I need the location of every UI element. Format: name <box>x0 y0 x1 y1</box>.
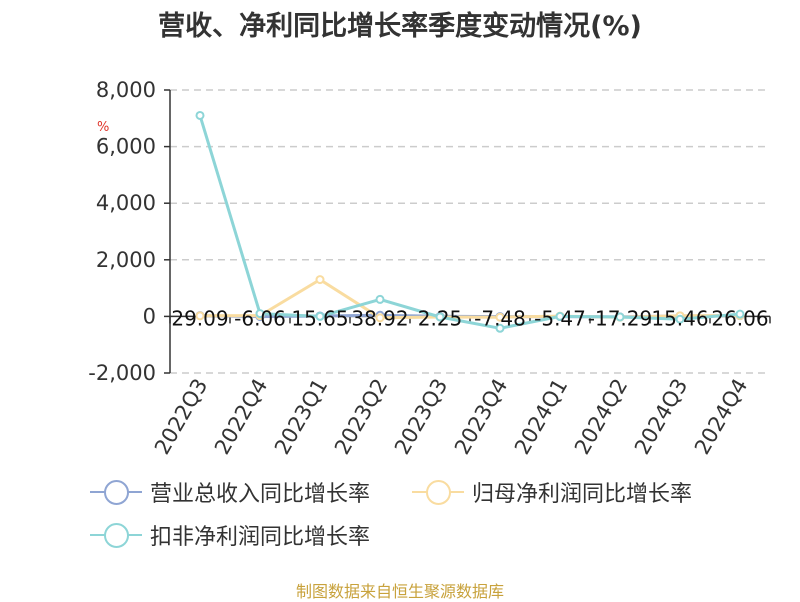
y-tick-label: 2,000 <box>96 248 156 272</box>
y-tick-label: 0 <box>143 304 156 328</box>
data-point <box>375 294 385 304</box>
series-line <box>199 278 741 320</box>
legend-circle <box>104 480 129 505</box>
data-point <box>315 311 325 321</box>
x-tick-label: 2024Q2 <box>570 375 632 459</box>
unit-label: % <box>97 120 110 135</box>
data-label: 38.92 <box>351 306 408 330</box>
data-label: -5.47 <box>534 306 586 330</box>
data-label: 29.09 <box>171 306 228 330</box>
data-label: -6.06 <box>234 306 286 330</box>
legend-symbol <box>90 477 142 507</box>
data-label: 15.46 <box>651 306 708 330</box>
legend-label: 营业总收入同比增长率 <box>150 482 371 507</box>
x-tick-label: 2023Q4 <box>450 375 512 459</box>
x-tick-label: 2023Q1 <box>270 375 332 459</box>
y-tick-label: 4,000 <box>96 191 156 215</box>
legend-item-deducted-net-profit[interactable]: 扣非净利润同比增长率 <box>90 520 370 550</box>
x-tick-label: 2024Q1 <box>510 375 572 459</box>
legend-symbol <box>412 477 464 507</box>
data-label: 26.06 <box>711 306 768 330</box>
legend-label: 归母净利润同比增长率 <box>472 482 693 507</box>
series-line <box>198 115 741 330</box>
x-tick-label: 2022Q3 <box>150 375 212 459</box>
data-point <box>675 314 685 324</box>
legend-label: 扣非净利润同比增长率 <box>150 525 371 550</box>
y-tick-label: 6,000 <box>96 135 156 159</box>
axes: -2,00002,0004,0006,0008,0002022Q32022Q42… <box>88 78 771 459</box>
series-lines <box>195 110 745 333</box>
data-point <box>435 312 445 322</box>
y-tick-label: 8,000 <box>96 78 156 102</box>
legend-item-net-profit[interactable]: 归母净利润同比增长率 <box>412 477 692 507</box>
data-point <box>495 323 505 333</box>
y-tick-label: -2,000 <box>88 361 156 385</box>
data-point <box>195 311 205 321</box>
x-tick-label: 2024Q3 <box>630 375 692 459</box>
source-note: 制图数据来自恒生聚源数据库 <box>295 582 504 601</box>
data-point <box>375 313 385 323</box>
data-point <box>495 312 505 322</box>
data-label: 2.25 <box>418 306 463 330</box>
data-point <box>195 110 205 120</box>
x-tick-label: 2022Q4 <box>210 375 272 459</box>
legend-item-revenue[interactable]: 营业总收入同比增长率 <box>90 477 370 507</box>
chart-title: 营收、净利同比增长率季度变动情况(%) <box>158 11 642 42</box>
legend-circle <box>426 480 451 505</box>
data-label: -7.48 <box>474 306 526 330</box>
data-label: 15.65 <box>291 306 348 330</box>
data-point <box>735 309 745 319</box>
x-tick-label: 2023Q3 <box>390 375 452 459</box>
data-point <box>555 311 565 321</box>
data-label: -17.29 <box>588 306 652 330</box>
grid-lines <box>170 89 770 374</box>
data-labels: 29.09 -6.06 15.65 38.92 2.25 -7.48 -5.47 -17.29… <box>171 306 768 330</box>
x-tick-label: 2023Q2 <box>330 375 392 459</box>
data-point <box>255 309 265 319</box>
data-point <box>615 312 625 322</box>
legend-symbol <box>90 520 142 550</box>
x-tick-label: 2024Q4 <box>690 375 752 459</box>
data-point <box>315 275 325 285</box>
legend-circle <box>104 523 129 548</box>
